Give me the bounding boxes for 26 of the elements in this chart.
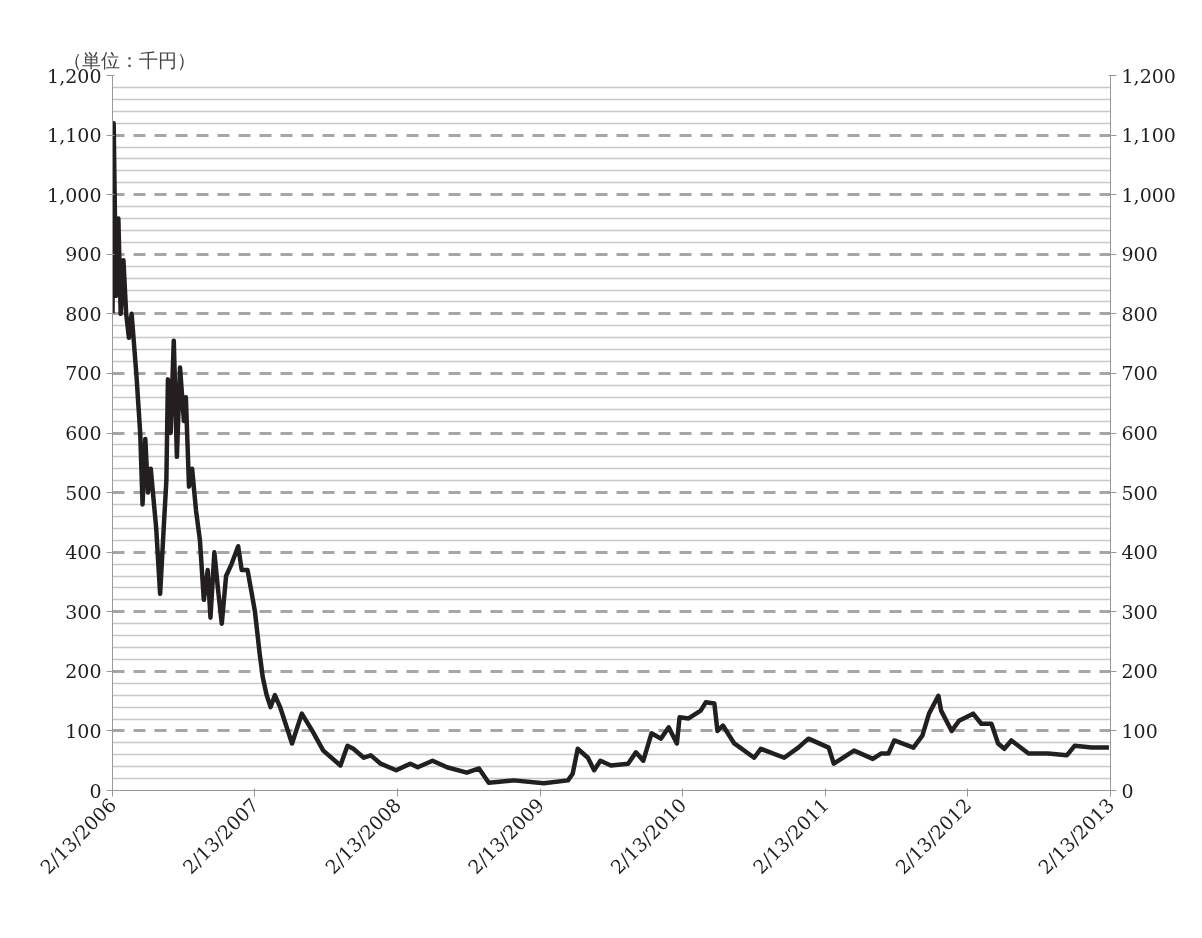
- y2-tick-label: 700: [1121, 362, 1158, 385]
- y2-tick-label: 500: [1121, 481, 1158, 504]
- y2-tick-label: 100: [1121, 719, 1158, 742]
- y2-tick-label: 1,100: [1121, 124, 1176, 147]
- y2-tick-label: 800: [1121, 302, 1158, 325]
- y-tick-label: 600: [65, 422, 102, 444]
- y-tick-label: 400: [65, 541, 102, 564]
- y2-tick-label: 300: [1121, 600, 1158, 623]
- y-tick-label: 500: [65, 481, 102, 504]
- y-tick-label: 1,000: [47, 183, 102, 206]
- y2-tick-label: 1,000: [1121, 183, 1176, 206]
- y2-tick-label: 900: [1121, 243, 1158, 266]
- y-tick-label: 700: [65, 362, 102, 385]
- y2-tick-label: 600: [1121, 422, 1158, 444]
- y-tick-label: 1,100: [47, 124, 102, 147]
- y2-tick-label: 0: [1121, 779, 1134, 802]
- y-tick-label: 100: [65, 719, 102, 742]
- line-series: [112, 120, 1111, 786]
- y2-tick-label: 200: [1121, 660, 1158, 683]
- y2-tick-label: 400: [1121, 541, 1158, 564]
- y-tick-label: 300: [65, 600, 102, 623]
- y-tick-label: 800: [65, 302, 102, 325]
- y-tick-label: 900: [65, 243, 102, 266]
- y2-tick-label: 1,200: [1121, 64, 1176, 87]
- y-tick-label: 0: [89, 779, 102, 802]
- y-tick-label: 200: [65, 660, 102, 683]
